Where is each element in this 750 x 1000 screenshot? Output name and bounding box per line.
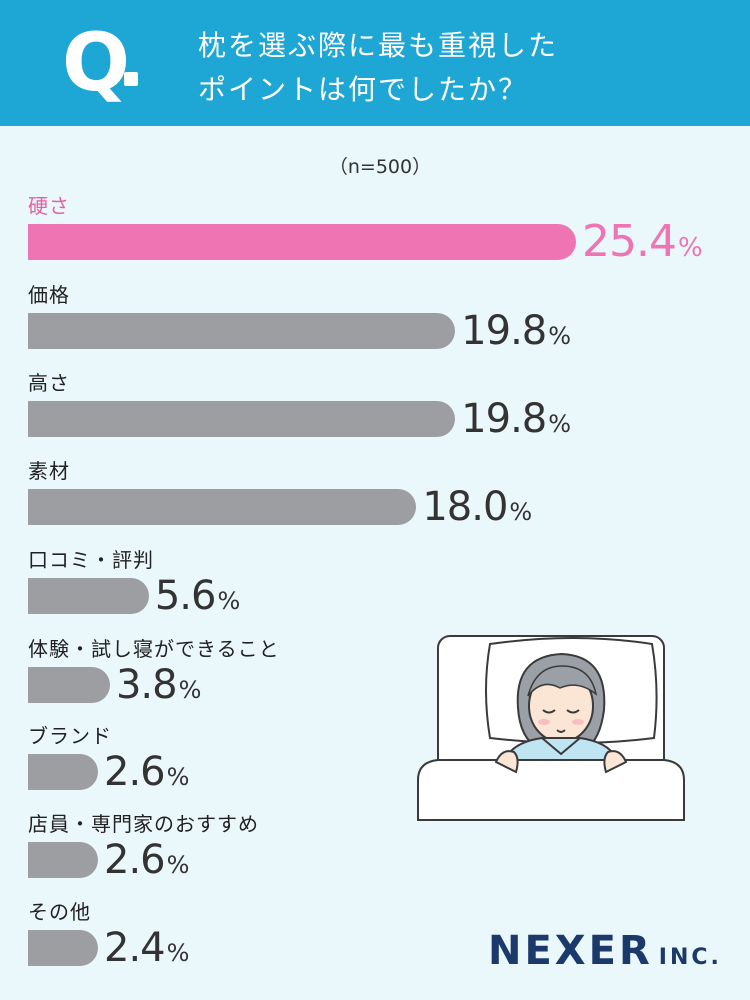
value-unit: %: [548, 410, 570, 438]
value-label: 2.6%: [104, 838, 188, 887]
value-label: 19.8%: [461, 397, 570, 446]
sample-size-note: （n=500）: [0, 152, 750, 179]
bar: [28, 754, 98, 790]
category-label: 口コミ・評判: [28, 544, 154, 573]
value-label: 25.4%: [582, 220, 702, 270]
bar: [28, 667, 110, 703]
value-number: 18.0: [422, 484, 507, 530]
value-label: 19.8%: [461, 309, 570, 358]
question-text: 枕を選ぶ際に最も重視した ポイントは何でしたか？: [198, 24, 718, 112]
bar: [28, 578, 149, 614]
bar: [28, 489, 416, 525]
question-line-2: ポイントは何でしたか？: [198, 68, 718, 112]
category-label: 体験・試し寝ができること: [28, 633, 280, 662]
value-unit: %: [167, 851, 189, 879]
category-label: 硬さ: [28, 190, 70, 219]
bar: [28, 224, 576, 260]
value-number: 2.6: [104, 837, 165, 883]
value-number: 19.8: [461, 308, 546, 354]
category-label: 店員・専門家のおすすめ: [28, 808, 259, 837]
category-label: 高さ: [28, 367, 70, 396]
bar: [28, 313, 455, 349]
sleeping-woman-illustration: [410, 630, 690, 825]
q-mark: Q: [62, 18, 130, 108]
question-line-1: 枕を選ぶ際に最も重視した: [198, 24, 718, 68]
value-number: 5.6: [155, 573, 216, 619]
value-number: 19.8: [461, 396, 546, 442]
brand-logo: NEXERINC.: [488, 928, 722, 974]
category-label: ブランド: [28, 720, 112, 749]
header-banner: Q 枕を選ぶ際に最も重視した ポイントは何でしたか？: [0, 0, 750, 126]
value-unit: %: [548, 322, 570, 350]
bar: [28, 930, 98, 966]
value-label: 2.6%: [104, 750, 188, 799]
value-label: 18.0%: [422, 485, 531, 534]
value-number: 2.6: [104, 749, 165, 795]
value-label: 3.8%: [116, 663, 200, 712]
brand-suffix: INC.: [659, 945, 722, 970]
value-unit: %: [509, 498, 531, 526]
q-dot-icon: [124, 72, 138, 86]
value-unit: %: [179, 676, 201, 704]
bar: [28, 401, 455, 437]
value-label: 2.4%: [104, 926, 188, 975]
value-number: 25.4: [582, 216, 676, 267]
value-label: 5.6%: [155, 574, 239, 623]
category-label: その他: [28, 896, 91, 925]
brand-name: NEXER: [488, 928, 653, 974]
value-unit: %: [167, 939, 189, 967]
value-unit: %: [167, 763, 189, 791]
category-label: 素材: [28, 455, 70, 484]
value-number: 2.4: [104, 925, 165, 971]
value-unit: %: [217, 587, 239, 615]
category-label: 価格: [28, 279, 70, 308]
bar: [28, 842, 98, 878]
value-number: 3.8: [116, 662, 177, 708]
value-unit: %: [678, 233, 702, 263]
